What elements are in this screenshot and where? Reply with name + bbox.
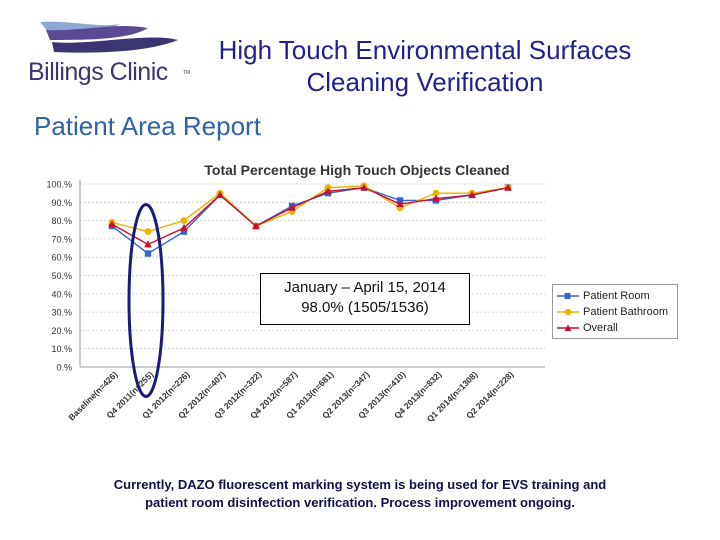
summary-result: 98.0% (1505/1536) bbox=[301, 299, 429, 316]
series-line-patient-bathroom bbox=[111, 185, 509, 233]
slide-title-line2: Cleaning Verification bbox=[306, 67, 544, 97]
logo-swoosh-icon bbox=[40, 21, 178, 53]
y-tick-label: 40.% bbox=[51, 289, 72, 299]
data-point-triangle bbox=[144, 240, 152, 248]
slide-title-line1: High Touch Environmental Surfaces bbox=[218, 35, 632, 65]
logo-swoosh-mid bbox=[46, 26, 148, 40]
data-point-triangle bbox=[216, 190, 224, 198]
logo-wordmark: Billings Clinic bbox=[28, 58, 168, 86]
data-point-triangle bbox=[108, 220, 116, 228]
legend-label-overall: Overall bbox=[583, 322, 618, 334]
data-point-triangle bbox=[468, 190, 476, 198]
y-tick-label: 60.% bbox=[51, 253, 72, 263]
data-point-square bbox=[144, 250, 152, 257]
legend-circle-marker-icon bbox=[557, 308, 579, 316]
y-tick-label: 90.% bbox=[51, 198, 72, 208]
y-tick-label: 10.% bbox=[51, 344, 72, 354]
legend-item-overall: Overall bbox=[557, 320, 677, 336]
legend-label-patient-bathroom: Patient Bathroom bbox=[583, 306, 668, 318]
data-point-triangle bbox=[252, 222, 260, 230]
data-point-triangle bbox=[180, 223, 188, 231]
footer-line2: patient room disinfection verification. … bbox=[145, 495, 575, 510]
highlight-ellipse bbox=[127, 203, 165, 398]
section-title: Patient Area Report bbox=[34, 111, 261, 141]
series-line-overall bbox=[111, 186, 509, 246]
legend-item-patient-room: Patient Room bbox=[557, 288, 677, 304]
data-point-triangle bbox=[504, 183, 512, 191]
legend-square-marker-icon bbox=[557, 293, 579, 299]
line-chart: Total Percentage High Touch Objects Clea… bbox=[46, 162, 545, 424]
y-tick-label: 70.% bbox=[51, 234, 72, 244]
chart-legend: Patient Room Patient Bathroom Overall bbox=[552, 284, 678, 339]
chart-title: Total Percentage High Touch Objects Clea… bbox=[204, 162, 509, 178]
data-point-triangle bbox=[360, 183, 368, 191]
legend-label-patient-room: Patient Room bbox=[583, 290, 650, 302]
data-point-triangle bbox=[432, 194, 440, 202]
legend-item-patient-bathroom: Patient Bathroom bbox=[557, 304, 677, 320]
y-tick-label: 20.% bbox=[51, 326, 72, 336]
data-point-circle bbox=[432, 189, 440, 197]
summary-callout: January – April 15, 2014 98.0% (1505/153… bbox=[260, 273, 470, 325]
y-tick-label: 30.% bbox=[51, 308, 72, 318]
data-point-triangle bbox=[396, 200, 404, 208]
data-point-circle bbox=[144, 228, 152, 235]
data-point-triangle bbox=[288, 203, 296, 211]
y-tick-label: 100.% bbox=[46, 180, 72, 190]
data-point-square bbox=[180, 228, 188, 235]
slide-title: High Touch Environmental Surfaces Cleani… bbox=[200, 34, 650, 98]
logo-trademark: TM bbox=[183, 70, 191, 76]
y-tick-label: 80.% bbox=[51, 216, 72, 226]
billings-clinic-logo: Billings Clinic TM bbox=[28, 18, 198, 88]
y-tick-label: 50.% bbox=[51, 271, 72, 281]
summary-date-range: January – April 15, 2014 bbox=[284, 279, 446, 296]
data-point-circle bbox=[180, 217, 188, 224]
footer-line1: Currently, DAZO fluorescent marking syst… bbox=[113, 477, 607, 492]
data-point-triangle bbox=[324, 187, 332, 195]
logo-swoosh-dark bbox=[52, 37, 178, 53]
legend-triangle-marker-icon bbox=[557, 324, 579, 331]
y-tick-label: 0.% bbox=[56, 363, 72, 373]
footer-note: Currently, DAZO fluorescent marking syst… bbox=[60, 476, 660, 512]
